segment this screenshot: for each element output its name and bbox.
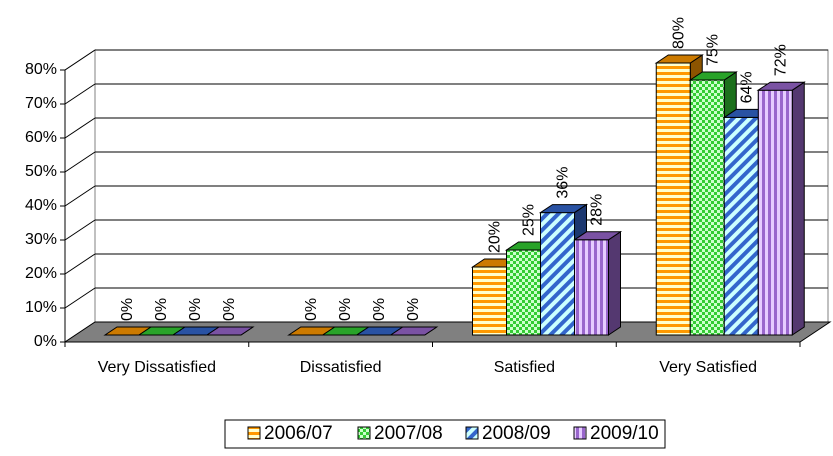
- bar-top: [688, 71, 738, 81]
- y-tick-label: 60%: [25, 129, 57, 146]
- bar-front: [689, 79, 725, 336]
- legend-label: 2009/10: [590, 423, 659, 444]
- grid-line: [64, 253, 96, 275]
- data-label: 36%: [555, 167, 572, 199]
- y-tick-label: 40%: [25, 197, 57, 214]
- data-label: 0%: [303, 298, 320, 321]
- grid-line: [64, 287, 96, 309]
- bar-top: [756, 81, 806, 91]
- legend-label: 2008/09: [482, 423, 551, 444]
- bar-front: [574, 239, 609, 336]
- data-label: 75%: [704, 34, 721, 66]
- y-tick-label: 80%: [25, 61, 57, 78]
- bar-top: [572, 231, 623, 241]
- data-label: 64%: [738, 71, 755, 103]
- x-tick-label: Satisfied: [494, 359, 555, 376]
- y-tick-label: 30%: [25, 231, 57, 248]
- bar-side: [608, 230, 621, 336]
- y-tick-label: 0%: [34, 333, 57, 350]
- y-tick-label: 20%: [25, 265, 57, 282]
- legend-label: 2006/07: [264, 423, 333, 444]
- data-label: 25%: [521, 204, 538, 236]
- y-tick-label: 70%: [25, 95, 57, 112]
- grid-line: [64, 49, 96, 71]
- data-label: 0%: [405, 298, 422, 321]
- grid-line: [64, 151, 96, 173]
- bar: [205, 326, 255, 336]
- x-tick-label: Very Satisfied: [659, 359, 757, 376]
- bar-front: [506, 249, 541, 336]
- bar: [756, 81, 806, 336]
- data-label: 0%: [153, 298, 170, 321]
- bar: [572, 230, 623, 336]
- y-tick-label: 50%: [25, 163, 57, 180]
- bar-top: [654, 54, 704, 64]
- legend-swatch: [573, 426, 587, 440]
- data-label: 0%: [119, 298, 136, 321]
- grid-line: [64, 83, 96, 105]
- legend-swatch: [357, 426, 371, 440]
- data-label: 0%: [371, 298, 388, 321]
- data-label: 0%: [337, 298, 354, 321]
- data-label: 0%: [187, 298, 204, 321]
- bar-side: [791, 81, 805, 336]
- bar-top: [205, 326, 255, 336]
- bar-top: [389, 326, 439, 336]
- grid-line: [64, 117, 96, 139]
- bar-front: [655, 62, 691, 336]
- y-tick-label: 10%: [25, 299, 57, 316]
- bar-front: [472, 266, 507, 336]
- bar-front: [723, 116, 759, 336]
- legend-swatch: [247, 426, 261, 440]
- bar-top: [538, 204, 589, 214]
- grid-line: [64, 185, 96, 207]
- legend-box: [224, 419, 666, 449]
- bar: [389, 326, 439, 336]
- data-label: 28%: [589, 194, 606, 226]
- data-label: 80%: [670, 17, 687, 49]
- x-tick-label: Dissatisfied: [300, 359, 382, 376]
- data-label: 0%: [221, 298, 238, 321]
- grid-line: [64, 219, 96, 241]
- x-tick-label: Very Dissatisfied: [98, 359, 216, 376]
- bar-front: [757, 89, 793, 336]
- legend-label: 2007/08: [374, 423, 443, 444]
- data-label: 72%: [772, 44, 789, 76]
- legend-swatch: [465, 426, 479, 440]
- bar-front: [540, 212, 575, 336]
- data-label: 20%: [487, 221, 504, 253]
